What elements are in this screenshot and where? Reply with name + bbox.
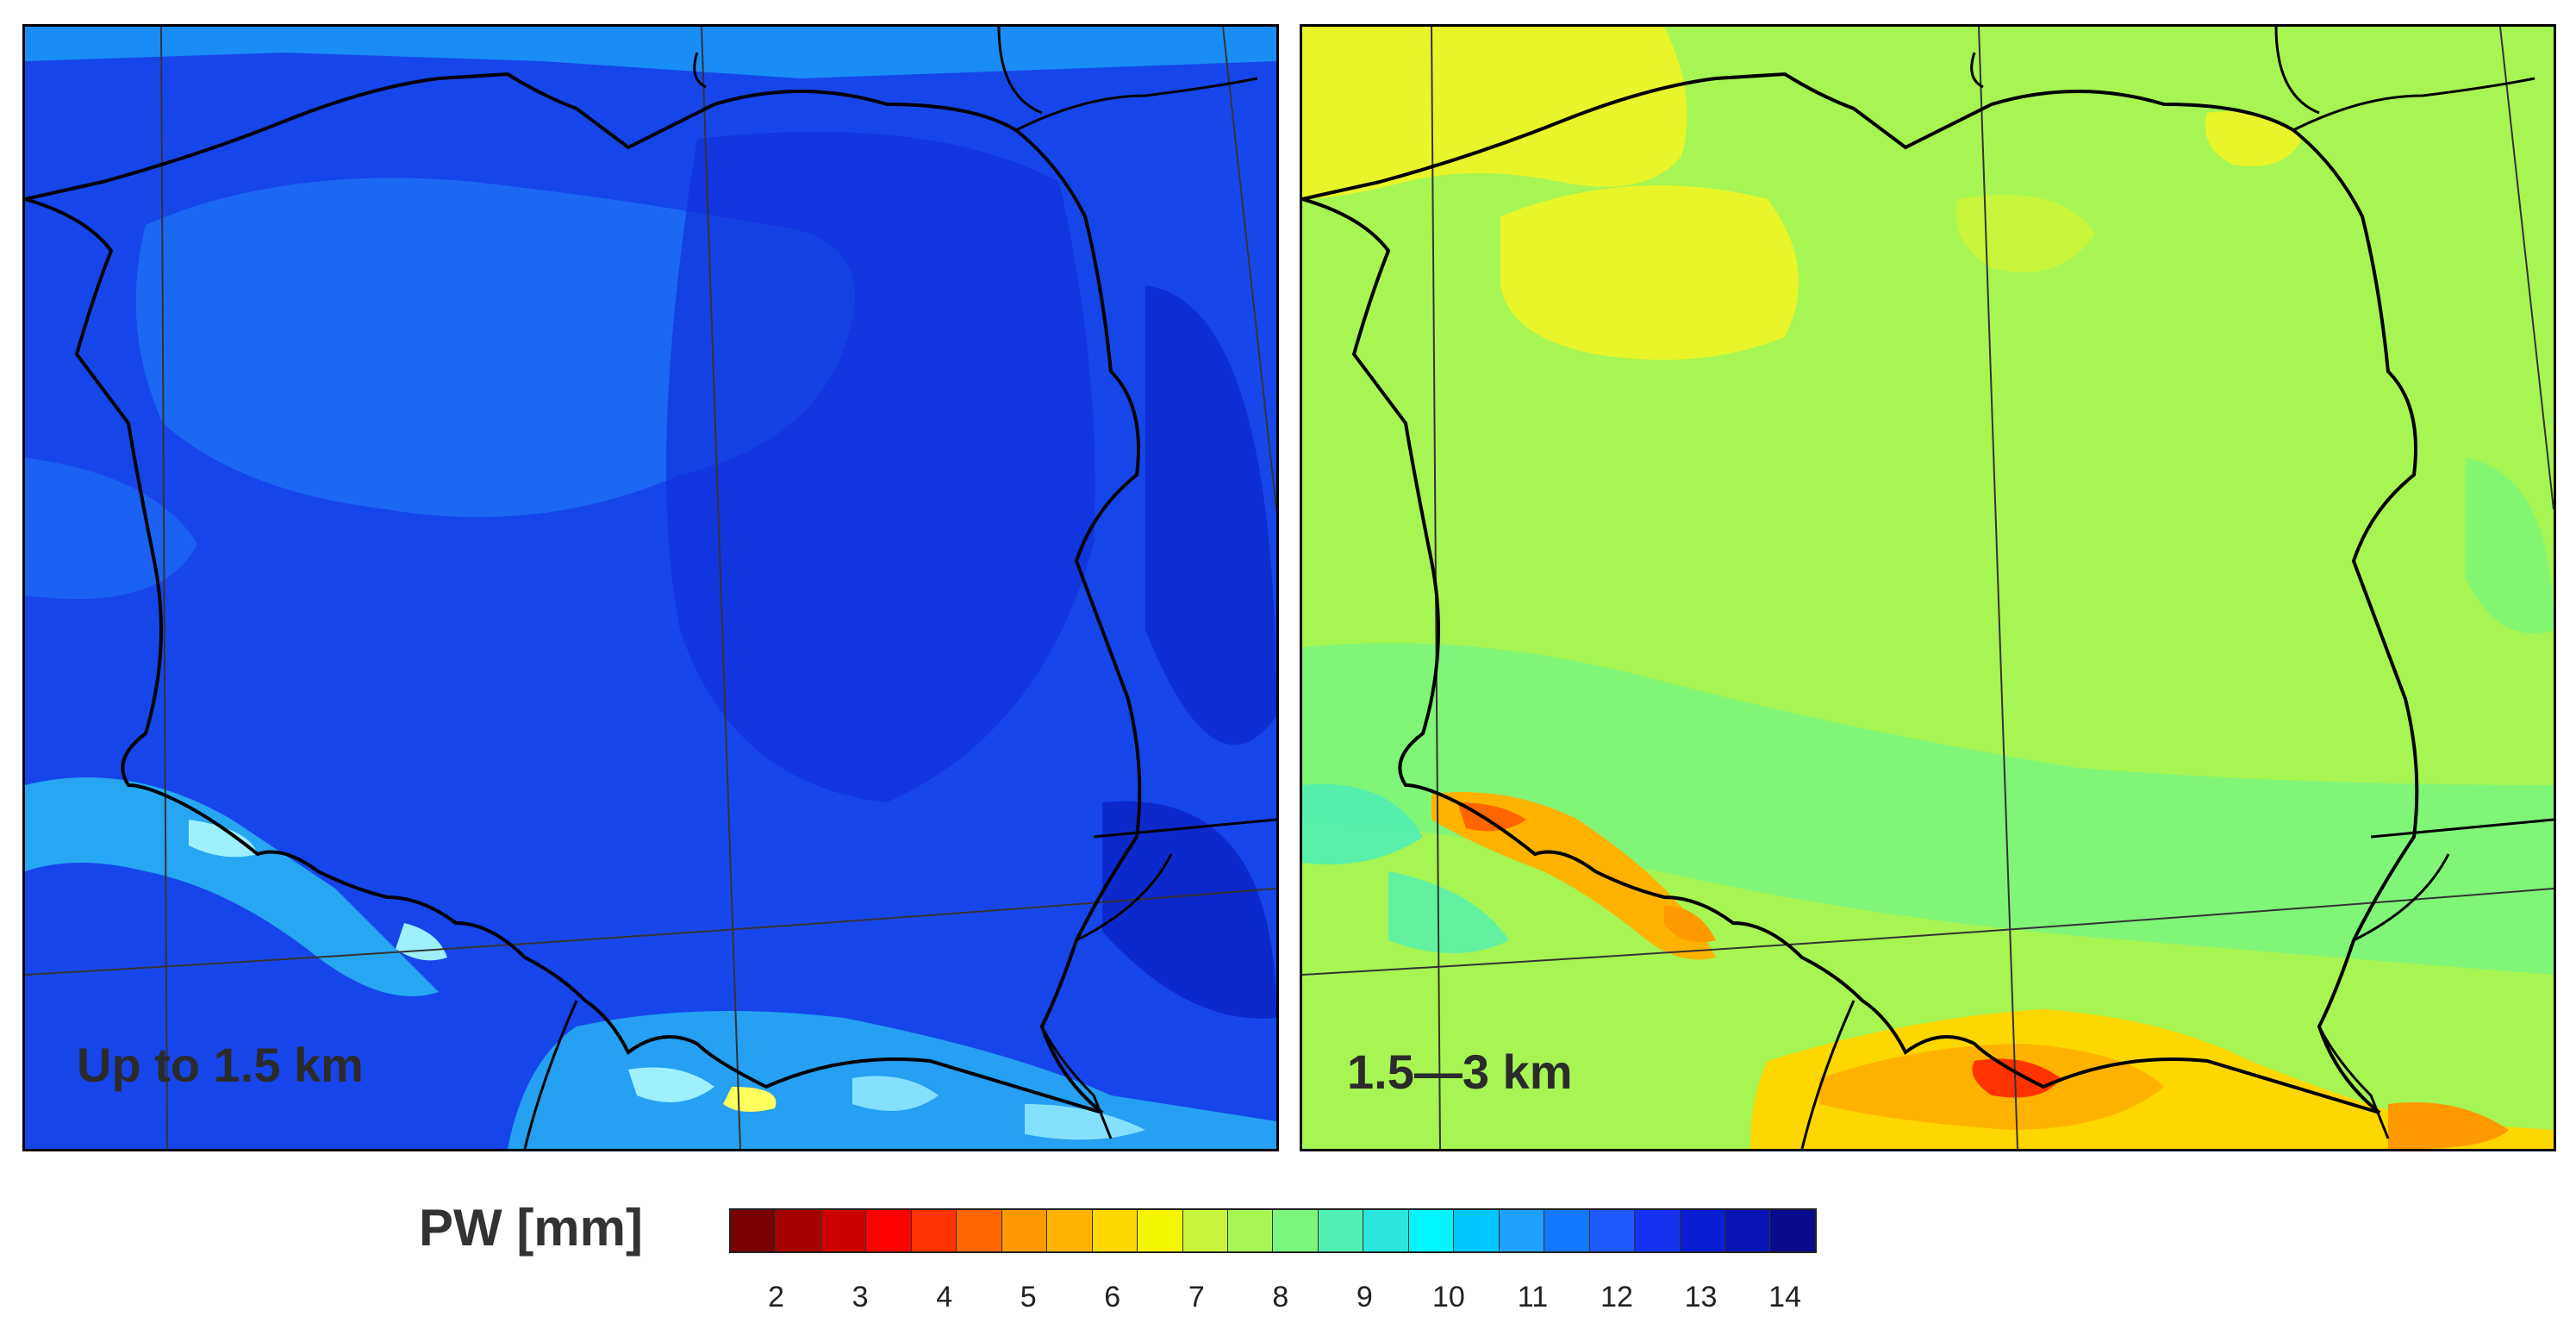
colorbar-cell-1 [731, 1210, 777, 1251]
colorbar-cell-20 [1589, 1210, 1636, 1251]
colorbar-cell-4 [866, 1210, 912, 1251]
colorbar-tick-11: 11 [1517, 1281, 1549, 1313]
colorbar-cell-14 [1318, 1210, 1364, 1251]
colorbar-cell-15 [1363, 1210, 1409, 1251]
colorbar-tick-13: 13 [1684, 1281, 1718, 1313]
pw-field-map-low [25, 27, 1276, 1149]
colorbar-cell-7 [1001, 1210, 1048, 1251]
colorbar-tick-6: 6 [1104, 1281, 1121, 1313]
colorbar-cell-6 [957, 1210, 1002, 1251]
colorbar-cell-16 [1408, 1210, 1455, 1251]
colorbar-title: PW [mm] [419, 1199, 643, 1257]
colorbar [729, 1208, 1817, 1253]
panel-label-low: Up to 1.5 km [77, 1038, 364, 1092]
panel-label-high: 1.5—3 km [1347, 1045, 1573, 1099]
colorbar-cell-22 [1680, 1210, 1725, 1251]
colorbar-tick-7: 7 [1188, 1281, 1205, 1313]
pw-field-map-high [1302, 27, 2554, 1149]
colorbar-cell-21 [1635, 1210, 1681, 1251]
colorbar-cell-10 [1138, 1210, 1183, 1251]
colorbar-tick-12: 12 [1600, 1281, 1633, 1313]
colorbar-cell-19 [1544, 1210, 1590, 1251]
colorbar-cell-17 [1454, 1210, 1500, 1251]
map-panel-1-5-3-km: 1.5—3 km [1300, 24, 2556, 1151]
colorbar-cell-5 [911, 1210, 957, 1251]
colorbar-cell-11 [1182, 1210, 1228, 1251]
colorbar-cell-23 [1725, 1210, 1771, 1251]
colorbar-cell-9 [1092, 1210, 1138, 1251]
colorbar-cell-3 [820, 1210, 867, 1251]
colorbar-cell-2 [776, 1210, 821, 1251]
colorbar-tick-2: 2 [768, 1281, 785, 1313]
colorbar-cell-13 [1273, 1210, 1319, 1251]
colorbar-tick-8: 8 [1272, 1281, 1289, 1313]
colorbar-cell-24 [1770, 1210, 1815, 1251]
colorbar-cell-8 [1047, 1210, 1093, 1251]
map-panel-up-to-1-5-km: Up to 1.5 km [22, 24, 1279, 1151]
colorbar-tick-4: 4 [936, 1281, 953, 1313]
colorbar-tick-14: 14 [1768, 1281, 1801, 1313]
colorbar-tick-3: 3 [851, 1281, 869, 1313]
colorbar-tick-5: 5 [1020, 1281, 1037, 1313]
colorbar-tick-9: 9 [1356, 1281, 1373, 1313]
colorbar-cell-18 [1499, 1210, 1545, 1251]
colorbar-tick-10: 10 [1431, 1281, 1465, 1313]
colorbar-cell-12 [1227, 1210, 1274, 1251]
